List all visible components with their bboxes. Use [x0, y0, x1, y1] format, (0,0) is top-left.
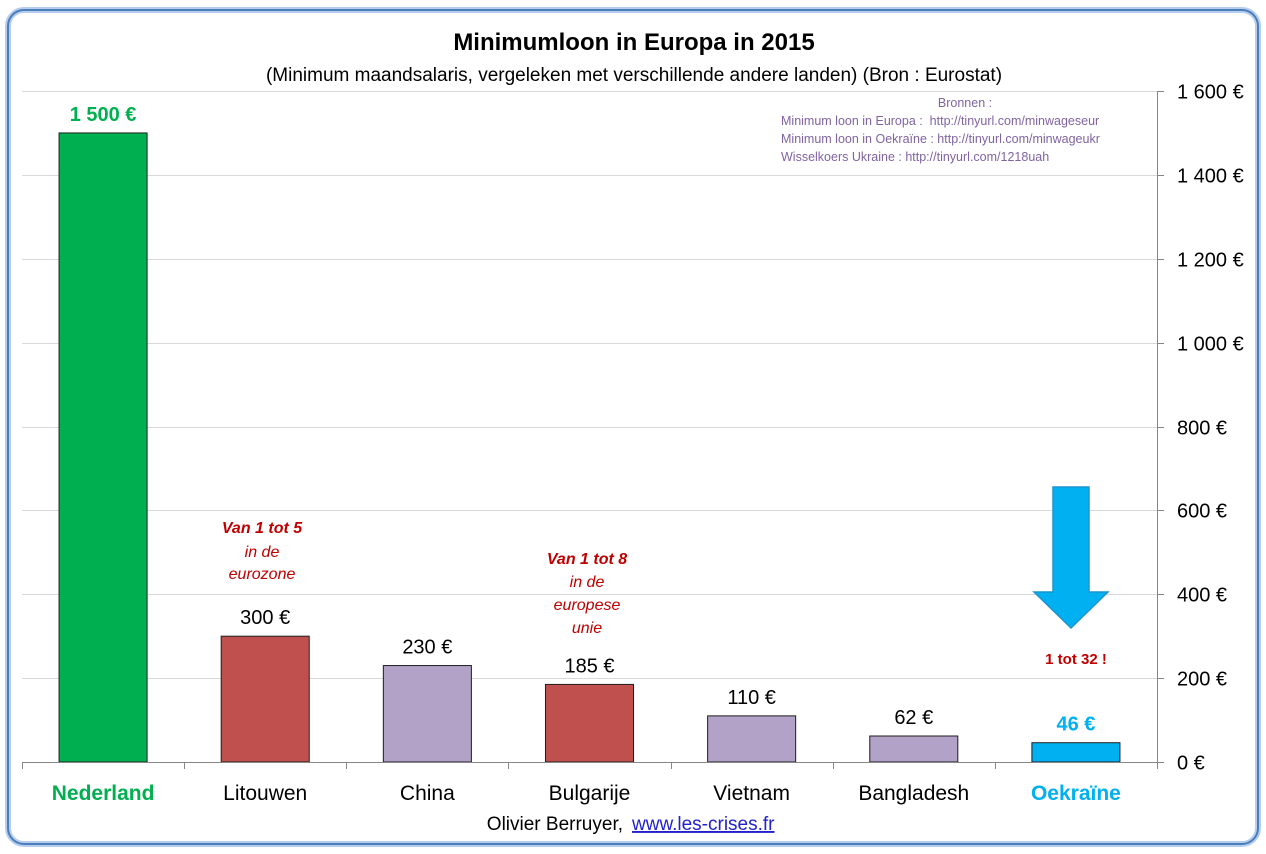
annotation-line: in de: [245, 544, 280, 561]
value-label-oekraine: 46 €: [1056, 714, 1095, 736]
bar-litouwen: [220, 635, 310, 763]
y-tick-label: 600 €: [1177, 501, 1227, 523]
annotation-line: eurozone: [229, 566, 296, 583]
y-tick-label: 1 200 €: [1177, 250, 1244, 272]
axes: [22, 91, 1158, 763]
y-tick-label: 800 €: [1177, 418, 1227, 440]
value-label-bangladesh: 62 €: [894, 707, 933, 729]
outer-frame: [7, 9, 1259, 845]
category-label-nederland: Nederland: [52, 782, 155, 805]
annotation-eurozone: Van 1 tot 5 in de eurozone: [222, 520, 303, 583]
bar-bulgarije: [544, 683, 635, 763]
annotation-line: in de: [570, 574, 605, 591]
category-label-oekraine: Oekraïne: [1031, 782, 1121, 805]
down-arrow-icon: [1032, 486, 1110, 630]
chart-title: Minimumloon in Europa in 2015: [453, 29, 814, 56]
y-tick-label: 1 600 €: [1177, 82, 1244, 104]
tick-marks: [22, 91, 1164, 769]
bar-bangladesh: [869, 735, 959, 763]
y-tick-label: 0 €: [1177, 753, 1205, 775]
y-tick-label: 1 000 €: [1177, 334, 1244, 356]
sources-box: Bronnen : Minimum loon in Europa : http:…: [781, 96, 1100, 164]
value-label-bulgarije: 185 €: [564, 655, 614, 677]
value-label-litouwen: 300 €: [240, 607, 290, 629]
value-label-china: 230 €: [402, 637, 452, 659]
annotation-ratio: 1 tot 32 !: [1045, 651, 1107, 668]
footer-link-text[interactable]: www.les-crises.fr: [631, 814, 775, 835]
annotation-line: europese: [554, 597, 621, 614]
chart-subtitle: (Minimum maandsalaris, vergeleken met ve…: [266, 65, 1002, 86]
gridlines: [22, 91, 1157, 679]
bar-vietnam: [707, 715, 797, 763]
annotation-line: unie: [572, 620, 602, 637]
sources-heading: Bronnen :: [938, 96, 992, 110]
footer-link[interactable]: www.les-crises.fr: [631, 814, 775, 835]
bar-china: [382, 665, 472, 763]
category-label-bangladesh: Bangladesh: [858, 782, 969, 805]
category-label-vietnam: Vietnam: [713, 782, 790, 805]
category-label-china: China: [400, 782, 455, 805]
bar-nederland: [58, 132, 148, 763]
annotation-european-union: Van 1 tot 8 in de europese unie: [547, 551, 627, 637]
footer-author: Olivier Berruyer,: [487, 814, 623, 835]
category-label-litouwen: Litouwen: [223, 782, 307, 805]
category-label-bulgarije: Bulgarije: [549, 782, 631, 805]
bars: [58, 132, 1121, 763]
annotation-line: Van 1 tot 5: [222, 520, 303, 537]
source-line: Minimum loon in Oekraïne : http://tinyur…: [781, 132, 1100, 146]
value-label-vietnam: 110 €: [727, 687, 776, 709]
source-line: Minimum loon in Europa : http://tinyurl.…: [781, 114, 1099, 128]
source-line: Wisselkoers Ukraine : http://tinyurl.com…: [781, 150, 1049, 164]
value-label-nederland: 1 500 €: [70, 104, 137, 126]
bar-oekraine: [1031, 742, 1121, 763]
y-tick-label: 200 €: [1177, 669, 1227, 691]
chart-labels: 0 € 200 € 400 € 600 € 800 € 1 000 € 1 200 € 1 4…: [52, 82, 1244, 806]
y-tick-label: 400 €: [1177, 585, 1227, 607]
annotation-line: Van 1 tot 8: [547, 551, 627, 568]
y-tick-label: 1 400 €: [1177, 166, 1244, 188]
